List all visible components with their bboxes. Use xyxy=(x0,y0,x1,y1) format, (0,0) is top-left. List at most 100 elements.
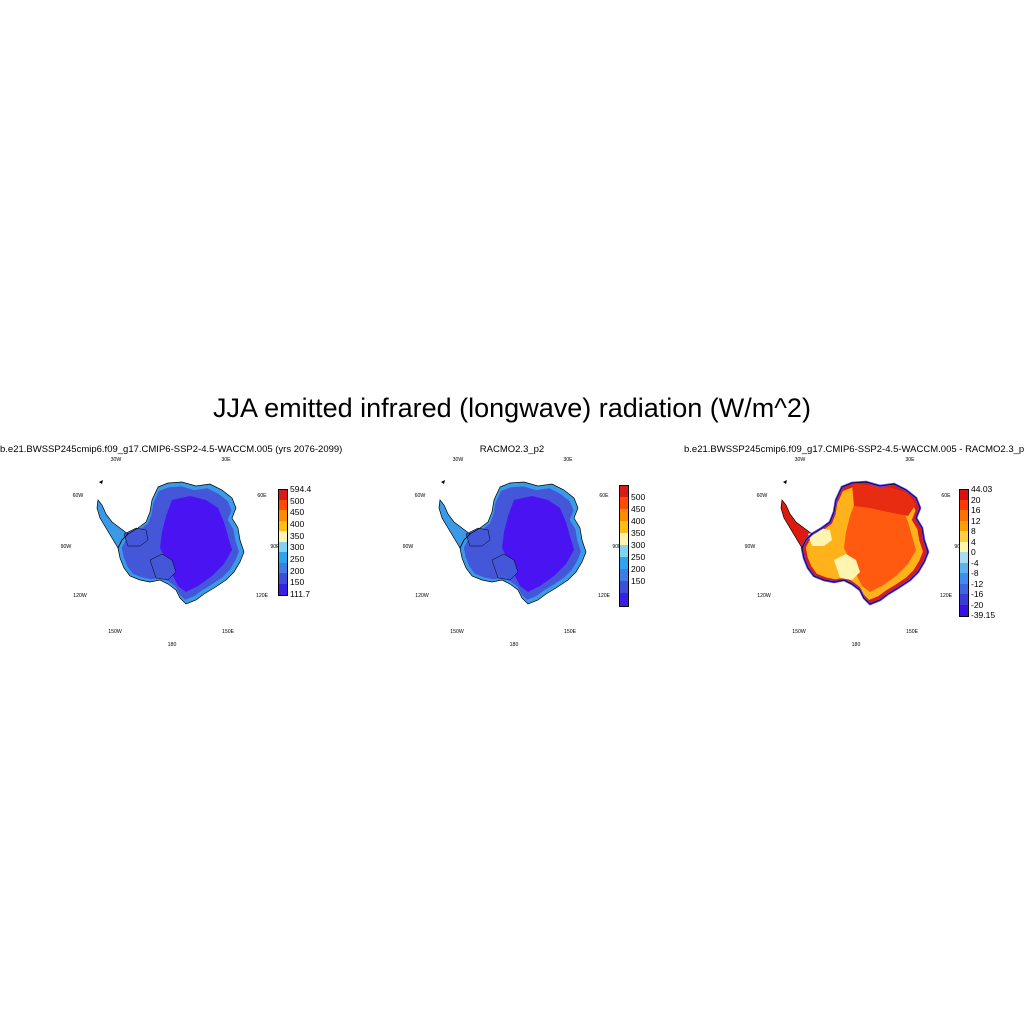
colorbar-swatch xyxy=(619,509,628,522)
colorbar-tick-label: 44.03 xyxy=(971,484,993,494)
colorbar-swatch xyxy=(959,583,968,595)
colorbar-tick-label: 16 xyxy=(971,505,981,515)
lon-label: 30E xyxy=(563,457,573,463)
lon-label: 30E xyxy=(221,457,231,463)
colorbar-swatch xyxy=(619,581,628,594)
colorbar-tick-label: 200 xyxy=(290,565,305,576)
colorbar-tick-label: 450 xyxy=(631,504,646,514)
colorbar-tick-label: -16 xyxy=(971,589,984,599)
colorbar-swatch xyxy=(278,552,287,563)
lon-label: 150W xyxy=(108,629,122,635)
lon-label: 60E xyxy=(257,493,267,499)
colorbar-swatch xyxy=(959,562,968,574)
lon-label: 150W xyxy=(450,629,464,635)
colorbar-swatch xyxy=(278,531,287,542)
colorbar-tick-label: 250 xyxy=(631,552,646,562)
colorbar-tick-label: 20 xyxy=(971,494,981,505)
colorbar-swatch xyxy=(619,557,628,570)
lon-label: 30W xyxy=(111,457,122,463)
ice-sheet-interior xyxy=(502,496,574,592)
lon-label: 90E xyxy=(270,544,280,550)
island xyxy=(783,480,787,484)
colorbar-tick-label: 500 xyxy=(631,492,646,502)
colorbar-tick-label: 350 xyxy=(290,530,305,541)
panel-title: RACMO2.3_p2 xyxy=(479,444,545,455)
lon-label: 120W xyxy=(757,593,771,599)
colorbar-frame xyxy=(959,489,969,617)
lon-label: 150E xyxy=(906,629,919,635)
panel-title: b.e21.BWSSP245cmip6.f09_g17.CMIP6-SSP2-4… xyxy=(0,444,343,455)
colorbar-swatch xyxy=(278,520,287,532)
colorbar-tick-label: 400 xyxy=(631,516,646,526)
colorbar-tick-label: 12 xyxy=(971,515,981,526)
colorbar-tick-label: 250 xyxy=(290,554,305,564)
colorbar-swatch xyxy=(959,604,968,616)
antarctica-map: 30W 30E 60W 60E 90W 90E 120W 120E 150W 150E 180 xyxy=(61,457,280,648)
colorbar-swatch xyxy=(619,497,628,510)
colorbar-swatch xyxy=(619,569,628,582)
colorbar-tick-label: 0 xyxy=(971,547,976,557)
east-antarctica-high xyxy=(852,484,916,516)
lon-label: 60E xyxy=(599,493,609,499)
lon-label: 120W xyxy=(415,593,429,599)
lon-label: 90E xyxy=(612,544,622,550)
lon-label: 90W xyxy=(61,544,72,550)
colorbar-tick-label: -8 xyxy=(971,568,979,578)
colorbar-tick-label: 150 xyxy=(631,576,646,586)
ice-sheet-interior xyxy=(844,496,916,592)
map-panel-racmo: RACMO2.3_p2 30W 30E 60W 60E 90W 90E 120W 120E 15… xyxy=(342,440,682,655)
colorbar-tick-label: 350 xyxy=(631,528,646,538)
peninsula-coastline xyxy=(438,499,471,549)
colorbar-swatch xyxy=(959,489,968,500)
colorbar-tick-label: 450 xyxy=(290,507,305,518)
peninsula-coastline xyxy=(96,499,129,549)
lon-label: 90W xyxy=(403,544,414,550)
colorbar-swatch xyxy=(619,545,628,558)
lon-label: 30W xyxy=(453,457,464,463)
colorbar-tick-label: 300 xyxy=(290,542,305,553)
lon-label: 60W xyxy=(73,493,84,499)
colorbar-swatch xyxy=(619,521,628,534)
colorbar-tick-label: 111.7 xyxy=(290,589,311,599)
colorbar-swatch xyxy=(959,594,968,605)
lon-label: 150E xyxy=(222,629,235,635)
colorbar-tick-label: 8 xyxy=(971,526,976,536)
colorbar-frame xyxy=(619,485,629,607)
colorbar-tick-label: 150 xyxy=(290,577,305,588)
lon-label: 30W xyxy=(795,457,806,463)
lon-label: 90W xyxy=(745,544,756,550)
colorbar-frame xyxy=(278,489,288,596)
colorbar-swatch xyxy=(959,510,968,521)
colorbar-swatch xyxy=(959,531,968,542)
lon-label: 180 xyxy=(510,642,519,648)
colorbar-swatch xyxy=(959,541,968,553)
antarctica-map: 30W 30E 60W 60E 90W 90E 120W 120E 150W 150E 180 xyxy=(403,457,622,648)
figure-title: JJA emitted infrared (longwave) radiatio… xyxy=(213,393,811,423)
colorbar-tick-label: 200 xyxy=(631,564,646,574)
ross-ice-shelf xyxy=(834,554,860,580)
colorbar-tick-label: 594.4 xyxy=(290,484,312,494)
colorbar-tick-label: 4 xyxy=(971,536,976,547)
lon-label: 150E xyxy=(564,629,577,635)
colorbar-swatch xyxy=(278,510,287,521)
lon-label: 150W xyxy=(792,629,806,635)
island xyxy=(441,480,445,484)
lon-label: 60W xyxy=(757,493,768,499)
colorbar-swatch xyxy=(278,583,287,595)
colorbar-swatch xyxy=(278,541,287,553)
colorbar-swatch xyxy=(619,485,628,498)
colorbar-swatch xyxy=(278,562,287,574)
colorbar-tick-label: -4 xyxy=(971,557,979,568)
colorbar-tick-label: 400 xyxy=(290,519,305,529)
lon-label: 180 xyxy=(852,642,861,648)
lon-label: 120E xyxy=(940,593,953,599)
colorbar-swatch xyxy=(619,533,628,546)
island xyxy=(99,480,103,484)
colorbar-tick-label: -39.15 xyxy=(971,610,996,620)
colorbar-tick-label: 300 xyxy=(631,540,646,550)
colorbar-swatch xyxy=(959,499,968,511)
lon-label: 120E xyxy=(256,593,269,599)
lon-label: 60E xyxy=(941,493,951,499)
colorbar-swatch xyxy=(959,573,968,584)
peninsula-coastline xyxy=(780,499,813,549)
